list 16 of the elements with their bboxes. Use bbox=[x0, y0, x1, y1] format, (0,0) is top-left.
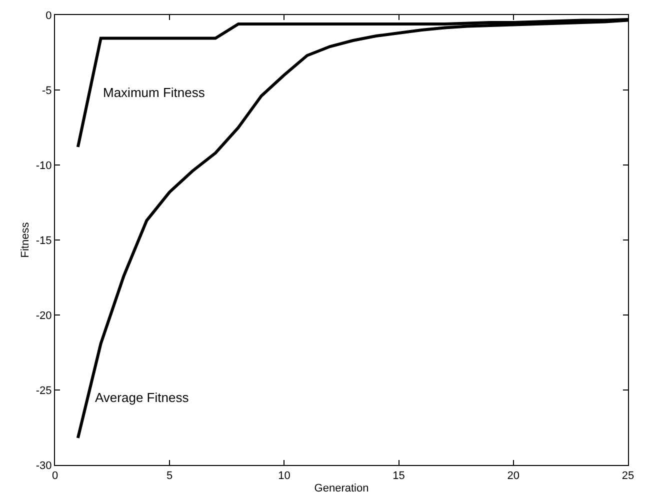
y-tick-label: -25 bbox=[36, 384, 52, 397]
y-tick-label: -20 bbox=[36, 310, 52, 322]
x-axis-title: Generation bbox=[314, 482, 369, 494]
x-tick-label: 25 bbox=[622, 470, 634, 482]
annotation: Maximum Fitness bbox=[103, 85, 206, 100]
y-tick-label: -5 bbox=[42, 84, 52, 97]
y-tick-label: -15 bbox=[36, 234, 52, 247]
x-tick-label: 10 bbox=[278, 470, 290, 482]
annotation: Average Fitness bbox=[95, 390, 190, 405]
y-tick-label: -30 bbox=[36, 460, 52, 472]
x-tick-label: 15 bbox=[392, 470, 405, 482]
x-tick-label: 20 bbox=[507, 470, 520, 482]
x-tick-label: 5 bbox=[166, 470, 173, 482]
y-tick-label: 0 bbox=[46, 10, 52, 22]
y-axis-title: Fitness bbox=[20, 222, 32, 258]
y-tick-label: -10 bbox=[36, 160, 52, 172]
